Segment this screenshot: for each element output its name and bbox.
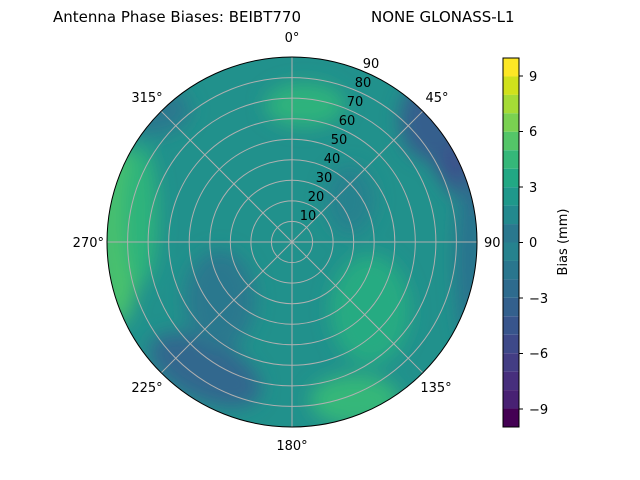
svg-text:60: 60 xyxy=(339,114,356,129)
svg-text:6: 6 xyxy=(529,125,537,140)
polar-grid xyxy=(107,57,477,427)
svg-text:80: 80 xyxy=(355,76,372,91)
colorbar: 9 6 3 0 −3 −6 −9 Bias (mm) xyxy=(502,57,571,428)
svg-text:40: 40 xyxy=(324,152,341,167)
svg-text:180°: 180° xyxy=(276,439,307,454)
colorbar-label: Bias (mm) xyxy=(556,209,571,276)
radial-tick-labels: 10 20 30 40 50 60 70 80 90 xyxy=(300,57,380,224)
polar-frame xyxy=(106,56,478,428)
svg-text:90: 90 xyxy=(363,57,380,72)
chart-title-antenna: Antenna Phase Biases: BEIBT770 xyxy=(53,8,302,26)
svg-text:315°: 315° xyxy=(131,91,162,106)
svg-text:20: 20 xyxy=(308,190,325,205)
svg-text:−6: −6 xyxy=(529,347,548,362)
svg-text:70: 70 xyxy=(347,95,364,110)
svg-text:135°: 135° xyxy=(420,381,451,396)
svg-text:30: 30 xyxy=(316,171,333,186)
svg-text:10: 10 xyxy=(300,209,317,224)
svg-text:0: 0 xyxy=(529,236,537,251)
angular-tick-labels: 0° 45° 90 135° 180° 225° 270° 315° xyxy=(73,31,501,454)
svg-text:3: 3 xyxy=(529,181,537,196)
svg-text:50: 50 xyxy=(331,133,348,148)
svg-text:9: 9 xyxy=(529,70,537,85)
svg-text:−9: −9 xyxy=(529,403,548,418)
chart-title-signal: NONE GLONASS-L1 xyxy=(371,8,515,26)
svg-text:45°: 45° xyxy=(425,91,448,106)
svg-text:225°: 225° xyxy=(131,381,162,396)
svg-text:270°: 270° xyxy=(73,236,104,251)
svg-text:−3: −3 xyxy=(529,292,548,307)
svg-text:90: 90 xyxy=(484,236,501,251)
svg-text:0°: 0° xyxy=(285,31,300,46)
